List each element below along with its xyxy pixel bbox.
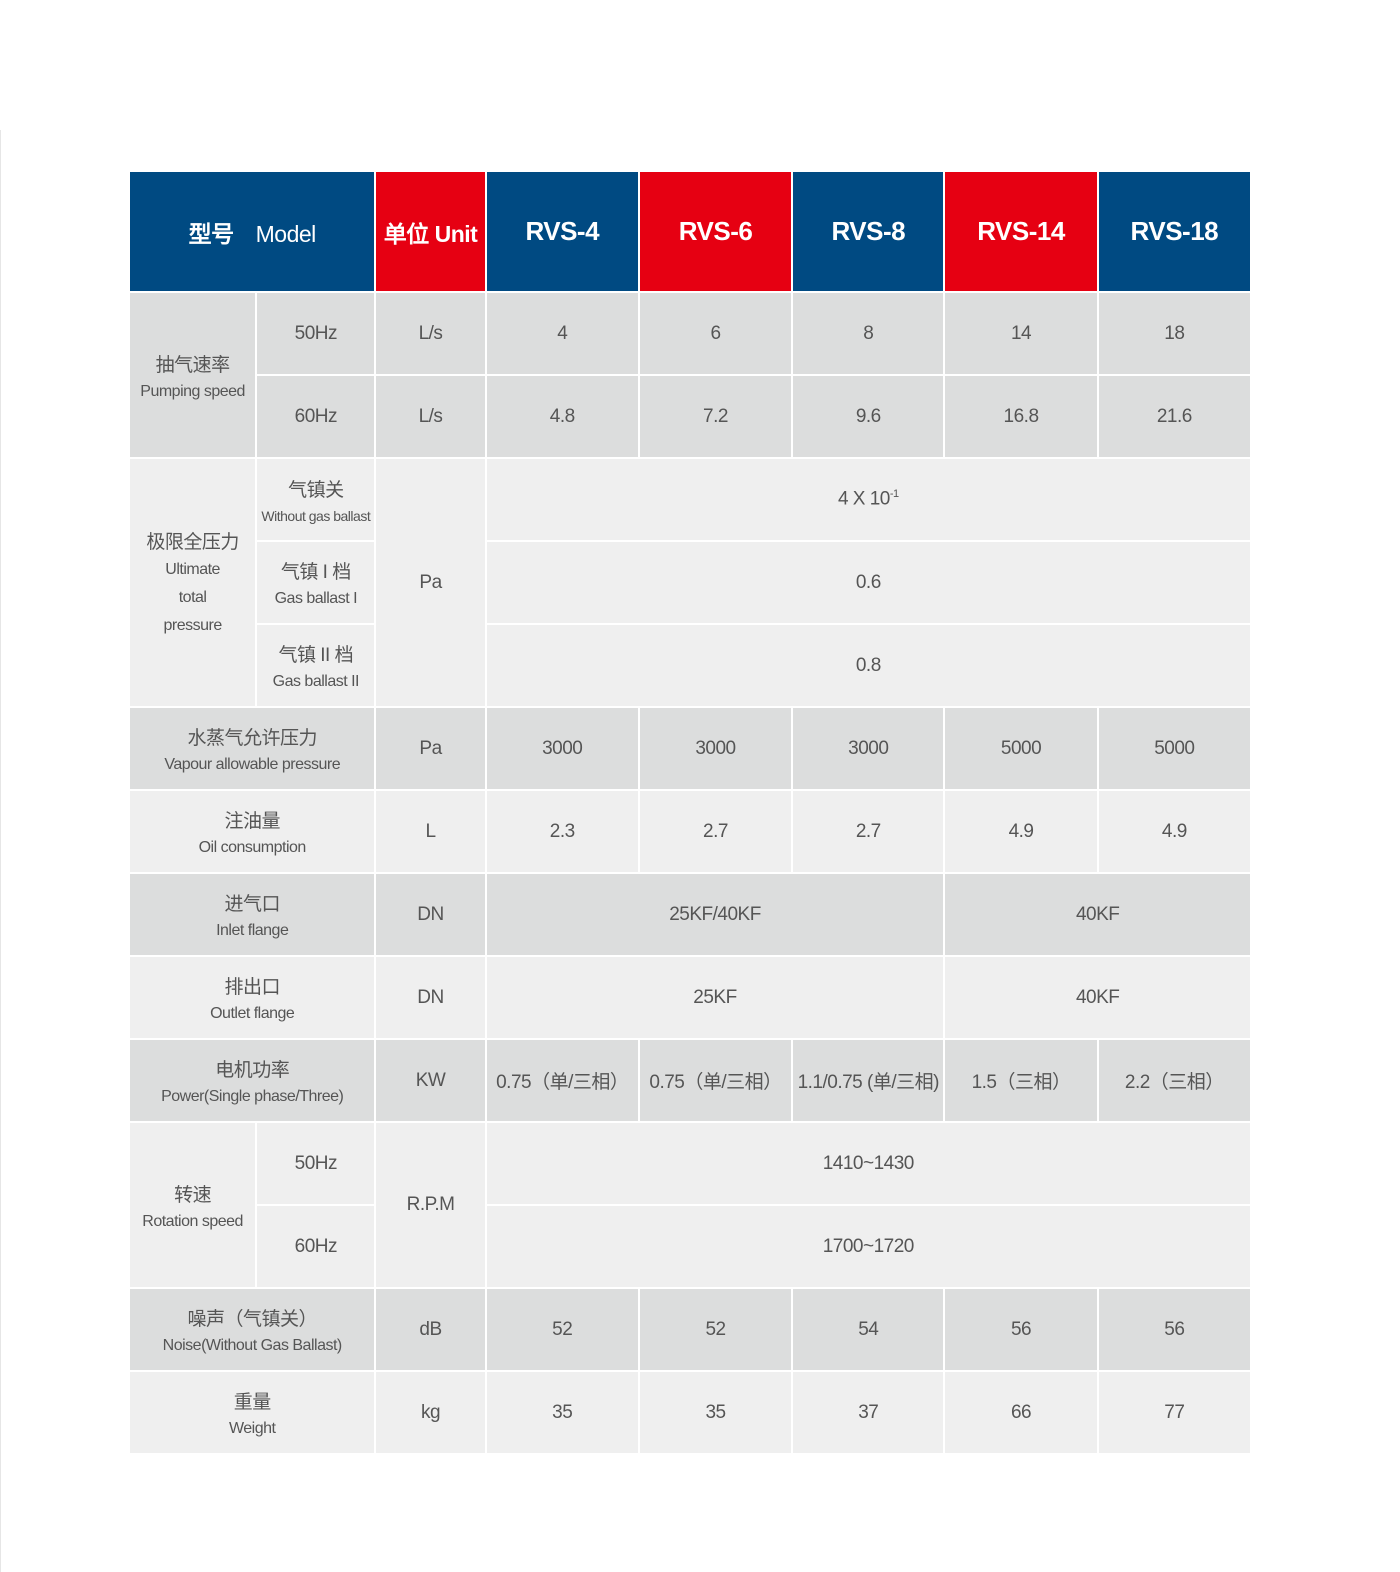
- page-edge-line: [0, 130, 1, 1572]
- value-cell: 4.8: [486, 376, 638, 457]
- value-cell: 66: [945, 1372, 1097, 1453]
- value-cell: 37: [793, 1372, 944, 1453]
- table-row-outlet: 排出口 Outlet flange DN 25KF 40KF: [130, 957, 1250, 1038]
- header-model-rvs6: RVS-6: [639, 172, 792, 291]
- value-cell: 2.2（三相）: [1098, 1040, 1250, 1121]
- value-cell: 0.8: [486, 625, 1250, 706]
- inlet-label: 进气口 Inlet flange: [130, 874, 375, 955]
- outlet-label: 排出口 Outlet flange: [130, 957, 375, 1038]
- header-model-rvs14: RVS-14: [945, 172, 1097, 291]
- value-cell: 1410~1430: [486, 1123, 1250, 1204]
- value-cell: 5000: [945, 708, 1097, 789]
- noise-label: 噪声（气镇关） Noise(Without Gas Ballast): [130, 1289, 375, 1370]
- value-cell: 18: [1098, 293, 1250, 374]
- table-row-oil: 注油量 Oil consumption L 2.3 2.7 2.7 4.9 4.9: [130, 791, 1250, 872]
- unit-cell: Pa: [376, 708, 485, 789]
- value-cell: 0.6: [486, 542, 1250, 623]
- table-row-weight: 重量 Weight kg 35 35 37 66 77: [130, 1372, 1250, 1453]
- sub-label: 50Hz: [257, 293, 375, 374]
- table-row-ultimate-no-ballast: 极限全压力 Ultimate total pressure 气镇关 Without ga…: [130, 459, 1250, 706]
- header-model: 型号 Model: [130, 172, 375, 291]
- vapour-label: 水蒸气允许压力 Vapour allowable pressure: [130, 708, 375, 789]
- value-cell: 1.1/0.75 (单/三相): [793, 1040, 944, 1121]
- table-row-pumping-60: 60Hz L/s 4.8 7.2 9.6 16.8 21.6: [130, 376, 1250, 457]
- header-model-rvs4: RVS-4: [486, 172, 638, 291]
- unit-cell: DN: [376, 957, 485, 1038]
- unit-cell: dB: [376, 1289, 485, 1370]
- value-cell: 54: [793, 1289, 944, 1370]
- table-row-rotation-50: 转速 Rotation speed 50Hz R.P.M 1410~1430: [130, 1123, 1250, 1287]
- unit-cell: L/s: [376, 376, 485, 457]
- header-row: 型号 Model 单位 Unit RVS-4 RVS-6 RVS-8 RVS-14…: [130, 172, 1250, 291]
- table-row-ultimate-ballast-2: 气镇 II 档 Gas ballast II 0.8: [130, 625, 1250, 706]
- oil-label: 注油量 Oil consumption: [130, 791, 375, 872]
- value-cell: 4.9: [945, 791, 1097, 872]
- value-cell: 6: [639, 293, 792, 374]
- value-cell: 56: [945, 1289, 1097, 1370]
- value-cell: 4 X 10-1: [486, 459, 1250, 540]
- value-cell: 1.5（三相）: [945, 1040, 1097, 1121]
- unit-cell: R.P.M: [376, 1123, 485, 1287]
- sub-label: 60Hz: [257, 1206, 375, 1287]
- value-cell: 35: [486, 1372, 638, 1453]
- unit-cell: L/s: [376, 293, 485, 374]
- value-cell: 40KF: [945, 874, 1250, 955]
- unit-cell: L: [376, 791, 485, 872]
- table-row-rotation-60: 60Hz 1700~1720: [130, 1206, 1250, 1287]
- value-cell: 4: [486, 293, 638, 374]
- unit-cell: DN: [376, 874, 485, 955]
- value-cell: 25KF/40KF: [486, 874, 944, 955]
- value-cell: 1700~1720: [486, 1206, 1250, 1287]
- unit-cell: kg: [376, 1372, 485, 1453]
- value-cell: 40KF: [945, 957, 1250, 1038]
- table-row-pumping-50: 抽气速率 Pumping speed 50Hz L/s 4 6 8 14 18: [130, 293, 1250, 457]
- table-row-vapour: 水蒸气允许压力 Vapour allowable pressure Pa 3000…: [130, 708, 1250, 789]
- sub-label: 气镇 II 档 Gas ballast II: [257, 625, 375, 706]
- value-cell: 52: [639, 1289, 792, 1370]
- value-cell: 14: [945, 293, 1097, 374]
- spec-table: 型号 Model 单位 Unit RVS-4 RVS-6 RVS-8 RVS-14…: [128, 170, 1252, 1455]
- sub-label: 60Hz: [257, 376, 375, 457]
- table-row-power: 电机功率 Power(Single phase/Three) KW 0.75（单/…: [130, 1040, 1250, 1121]
- table-row-inlet: 进气口 Inlet flange DN 25KF/40KF 40KF: [130, 874, 1250, 955]
- power-label: 电机功率 Power(Single phase/Three): [130, 1040, 375, 1121]
- value-cell: 8: [793, 293, 944, 374]
- value-cell: 0.75（单/三相）: [639, 1040, 792, 1121]
- value-cell: 5000: [1098, 708, 1250, 789]
- unit-cell: Pa: [376, 459, 485, 706]
- value-cell: 35: [639, 1372, 792, 1453]
- rotation-speed-label: 转速 Rotation speed: [130, 1123, 256, 1287]
- sub-label: 50Hz: [257, 1123, 375, 1204]
- value-cell: 0.75（单/三相）: [486, 1040, 638, 1121]
- sub-label: 气镇 I 档 Gas ballast I: [257, 542, 375, 623]
- sub-label: 气镇关 Without gas ballast: [257, 459, 375, 540]
- value-cell: 9.6: [793, 376, 944, 457]
- value-cell: 3000: [486, 708, 638, 789]
- value-cell: 56: [1098, 1289, 1250, 1370]
- value-cell: 4.9: [1098, 791, 1250, 872]
- value-cell: 25KF: [486, 957, 944, 1038]
- value-cell: 16.8: [945, 376, 1097, 457]
- unit-cell: KW: [376, 1040, 485, 1121]
- header-model-rvs8: RVS-8: [793, 172, 944, 291]
- value-cell: 3000: [639, 708, 792, 789]
- value-cell: 2.3: [486, 791, 638, 872]
- value-cell: 52: [486, 1289, 638, 1370]
- pumping-speed-label: 抽气速率 Pumping speed: [130, 293, 256, 457]
- weight-label: 重量 Weight: [130, 1372, 375, 1453]
- header-model-rvs18: RVS-18: [1098, 172, 1250, 291]
- value-cell: 21.6: [1098, 376, 1250, 457]
- value-cell: 3000: [793, 708, 944, 789]
- value-cell: 2.7: [793, 791, 944, 872]
- header-unit: 单位 Unit: [376, 172, 485, 291]
- value-cell: 7.2: [639, 376, 792, 457]
- table-row-ultimate-ballast-1: 气镇 I 档 Gas ballast I 0.6: [130, 542, 1250, 623]
- ultimate-pressure-label: 极限全压力 Ultimate total pressure: [130, 459, 256, 706]
- table-row-noise: 噪声（气镇关） Noise(Without Gas Ballast) dB 52 …: [130, 1289, 1250, 1370]
- value-cell: 77: [1098, 1372, 1250, 1453]
- value-cell: 2.7: [639, 791, 792, 872]
